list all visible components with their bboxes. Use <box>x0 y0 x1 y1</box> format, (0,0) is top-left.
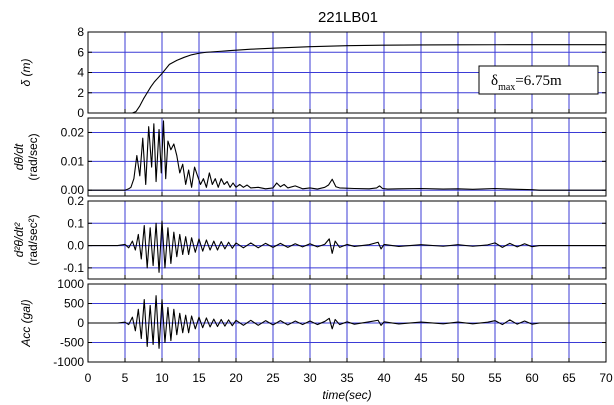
panel-acc: -1000 -500 0 500 1000 Acc (gal) <box>19 277 607 369</box>
x-tick-label: 55 <box>488 371 502 385</box>
y-tick-label: -0.1 <box>63 261 84 275</box>
y-tick-label: -1000 <box>53 355 84 369</box>
series-line-acc <box>88 295 606 349</box>
y-axis-label: δ (m) <box>19 59 33 87</box>
y-tick-label: 0.1 <box>67 216 84 230</box>
y-tick-label: 4 <box>77 66 84 80</box>
panel-delta: 0 2 4 6 8 δ (m) δmax=6.75m <box>19 25 607 120</box>
y-axis-label: dθ/dt <box>12 143 26 170</box>
x-tick-label: 30 <box>303 371 317 385</box>
annotation-subscript: max <box>498 82 515 93</box>
x-axis: 0 5 10 15 20 25 30 35 40 45 50 55 60 65 70 <box>85 371 613 385</box>
y-tick-label: 2 <box>77 86 84 100</box>
x-tick-label: 10 <box>155 371 169 385</box>
y-tick-label: 0 <box>77 316 84 330</box>
series-line-delta <box>88 44 606 114</box>
y-tick-label: 0.0 <box>67 239 84 253</box>
x-tick-label: 40 <box>377 371 391 385</box>
y-axis-label: (rad/sec) <box>26 133 40 180</box>
x-tick-label: 60 <box>525 371 539 385</box>
x-tick-label: 70 <box>599 371 613 385</box>
y-tick-label: 8 <box>77 25 84 39</box>
y-tick-label: 1000 <box>57 277 84 291</box>
x-tick-label: 5 <box>122 371 129 385</box>
y-tick-label: 0 <box>77 106 84 120</box>
y-axis-label: (rad/sec²) <box>26 214 40 265</box>
annotation-symbol: δ <box>491 73 498 89</box>
y-axis-label: Acc (gal) <box>19 299 33 347</box>
x-tick-label: 25 <box>266 371 280 385</box>
y-tick-label: 0.01 <box>61 154 85 168</box>
x-tick-label: 65 <box>562 371 576 385</box>
annotation-text: δmax=6.75m <box>491 73 562 93</box>
y-tick-label: 500 <box>64 297 84 311</box>
panel-dtheta: 0.00 0.01 0.02 dθ/dt (rad/sec) <box>12 117 607 197</box>
x-tick-label: 35 <box>340 371 354 385</box>
y-tick-label: 0.00 <box>61 183 85 197</box>
x-tick-label: 15 <box>192 371 206 385</box>
annotation-value: =6.75m <box>515 73 562 89</box>
x-tick-label: 45 <box>414 371 428 385</box>
series-line-dtheta <box>88 120 606 191</box>
x-axis-label: time(sec) <box>322 388 371 402</box>
chart-title: 221LB01 <box>318 9 378 26</box>
y-tick-label: -500 <box>60 336 84 350</box>
panel-d2theta: -0.1 0.0 0.1 0.2 d²θ/dt² (rad/sec²) <box>12 194 607 280</box>
annotation-box <box>478 65 599 95</box>
y-tick-label: 0.02 <box>61 125 85 139</box>
x-tick-label: 20 <box>229 371 243 385</box>
y-tick-label: 0.2 <box>67 194 84 208</box>
x-tick-label: 0 <box>85 371 92 385</box>
x-tick-label: 50 <box>451 371 465 385</box>
y-tick-label: 6 <box>77 45 84 59</box>
series-line-d2theta <box>88 220 606 273</box>
y-axis-label: d²θ/dt² <box>12 222 26 258</box>
